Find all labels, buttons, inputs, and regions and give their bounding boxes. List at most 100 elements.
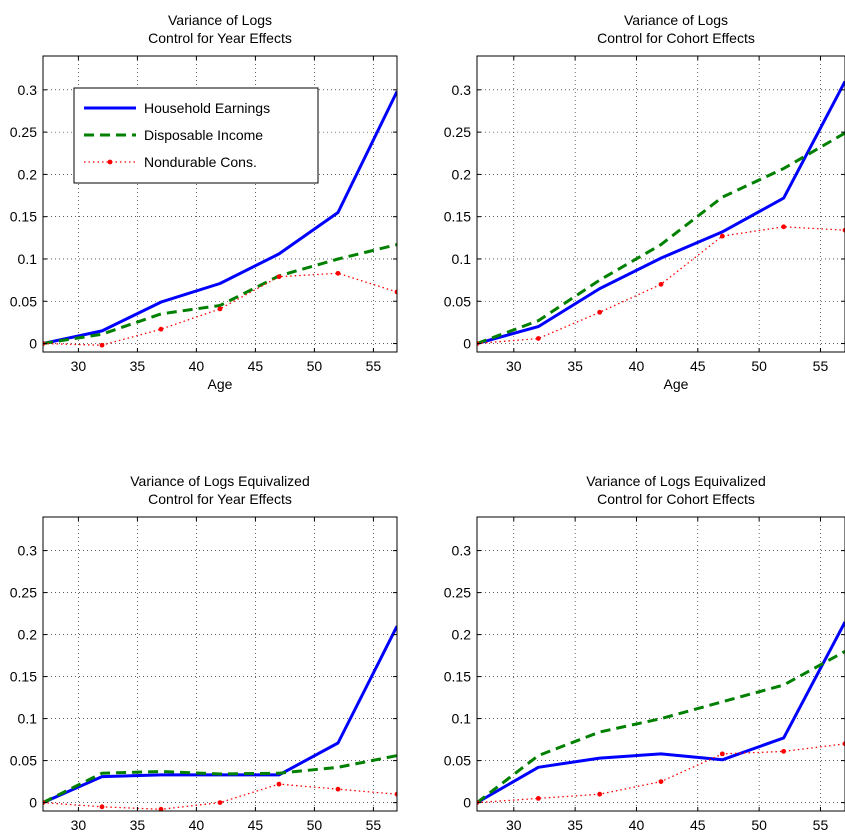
- chart-subtitle: Control for Cohort Effects: [597, 491, 755, 507]
- x-tick-label: 50: [307, 358, 323, 374]
- y-tick-label: 0: [463, 795, 471, 811]
- chart-subtitle: Control for Year Effects: [148, 30, 292, 46]
- data-point: [335, 786, 341, 792]
- y-tick-label: 0.15: [10, 669, 37, 685]
- y-tick-label: 0.1: [18, 711, 38, 727]
- legend-box: [73, 87, 319, 184]
- series-line-1: [43, 90, 397, 345]
- y-tick-label: 0: [29, 795, 37, 811]
- y-tick-label: 0.05: [444, 753, 471, 769]
- x-tick-label: 55: [813, 358, 829, 374]
- y-tick-label: 0.1: [452, 251, 472, 267]
- x-tick-label: 55: [366, 817, 382, 833]
- data-point: [842, 227, 845, 233]
- data-point: [335, 270, 341, 276]
- x-tick-label: 30: [71, 817, 87, 833]
- data-point: [158, 326, 164, 332]
- x-tick-label: 35: [130, 358, 146, 374]
- data-point: [217, 800, 223, 805]
- series-line-2: [43, 754, 397, 804]
- x-tick-label: 45: [248, 817, 264, 833]
- data-point: [658, 281, 664, 287]
- y-tick-label: 0.25: [444, 124, 471, 140]
- data-point: [719, 233, 725, 239]
- series-group: [43, 90, 397, 348]
- y-tick-label: 0.05: [444, 293, 471, 309]
- y-tick-label: 0.2: [18, 166, 38, 182]
- chart-title: Variance of Logs: [168, 12, 272, 28]
- data-point: [597, 309, 603, 315]
- x-tick-label: 55: [366, 358, 382, 374]
- x-tick-label: 30: [506, 358, 522, 374]
- data-point: [781, 748, 787, 754]
- y-tick-label: 0.3: [18, 543, 38, 559]
- y-tick-label: 0.1: [18, 251, 38, 267]
- data-point: [597, 791, 603, 797]
- series-line-1: [477, 621, 845, 804]
- y-tick-label: 0.25: [444, 585, 471, 601]
- chart-title: Variance of Logs Equivalized: [130, 473, 310, 489]
- data-point: [658, 779, 664, 784]
- y-tick-label: 0.3: [452, 82, 472, 98]
- data-point: [535, 796, 541, 801]
- series-group: [477, 621, 845, 805]
- axes-box: [476, 516, 845, 812]
- plot-area: [43, 517, 397, 811]
- series-line-1: [477, 80, 845, 345]
- y-tick-label: 0.2: [18, 627, 38, 643]
- chart-panel-3: 30 35 40 45 50 55 0 0.05 0.1 0.15 0.2 0.25 0.3 Varian…: [10, 473, 398, 833]
- chart-title: Variance of Logs Equivalized: [586, 473, 766, 489]
- plot-area: [477, 56, 845, 352]
- y-tick-label: 0.15: [444, 209, 471, 225]
- x-tick-label: 30: [506, 817, 522, 833]
- axes-box: [42, 55, 398, 353]
- data-point: [99, 804, 105, 810]
- legend-label-2: Disposable Income: [144, 127, 263, 143]
- axes-box: [476, 55, 845, 353]
- y-tick-label: 0.25: [10, 124, 37, 140]
- data-point: [781, 224, 787, 230]
- data-point: [842, 741, 845, 747]
- x-axis-label: Age: [664, 376, 689, 392]
- y-tick-label: 0.05: [10, 753, 37, 769]
- y-tick-label: 0.3: [452, 543, 472, 559]
- x-tick-label: 30: [71, 358, 87, 374]
- data-point: [719, 751, 725, 757]
- x-tick-label: 50: [307, 817, 323, 833]
- x-tick-label: 45: [690, 358, 706, 374]
- y-tick-label: 0.3: [18, 82, 38, 98]
- legend-label-1: Household Earnings: [144, 100, 270, 116]
- x-tick-label: 45: [690, 817, 706, 833]
- chart-subtitle: Control for Year Effects: [148, 491, 292, 507]
- chart-panel-4: 30 35 40 45 50 55 0 0.05 0.1 0.15 0.2 0.25 0.3 Varian…: [444, 473, 845, 833]
- chart-panel-1: 30 35 40 45 50 55 0 0.05 0.1 0.15 0.2 0.25 0.3 Varian…: [10, 12, 398, 392]
- legend-marker: [107, 159, 113, 165]
- x-tick-label: 45: [248, 358, 264, 374]
- data-point: [217, 306, 223, 312]
- x-tick-label: 40: [629, 358, 645, 374]
- y-tick-label: 0: [29, 336, 37, 352]
- y-tick-label: 0.25: [10, 585, 37, 601]
- y-tick-label: 0.05: [10, 293, 37, 309]
- data-point: [276, 274, 282, 280]
- y-tick-label: 0.15: [444, 669, 471, 685]
- y-tick-label: 0.1: [452, 711, 472, 727]
- x-axis-label: Age: [208, 376, 233, 392]
- x-tick-label: 50: [751, 358, 767, 374]
- chart-subtitle: Control for Cohort Effects: [597, 30, 755, 46]
- series-line-2: [43, 243, 397, 345]
- x-tick-label: 35: [130, 817, 146, 833]
- x-tick-label: 35: [567, 817, 583, 833]
- chart-panel-2: 30 35 40 45 50 55 0 0.05 0.1 0.15 0.2 0.25 0.3 Varian…: [444, 12, 845, 392]
- x-tick-label: 55: [813, 817, 829, 833]
- y-tick-label: 0.2: [452, 166, 472, 182]
- x-tick-label: 40: [189, 817, 205, 833]
- x-tick-label: 35: [567, 358, 583, 374]
- data-point: [394, 791, 397, 797]
- x-tick-label: 50: [751, 817, 767, 833]
- x-tick-label: 40: [629, 817, 645, 833]
- data-point: [99, 342, 105, 348]
- y-tick-label: 0.15: [10, 209, 37, 225]
- y-tick-label: 0: [463, 336, 471, 352]
